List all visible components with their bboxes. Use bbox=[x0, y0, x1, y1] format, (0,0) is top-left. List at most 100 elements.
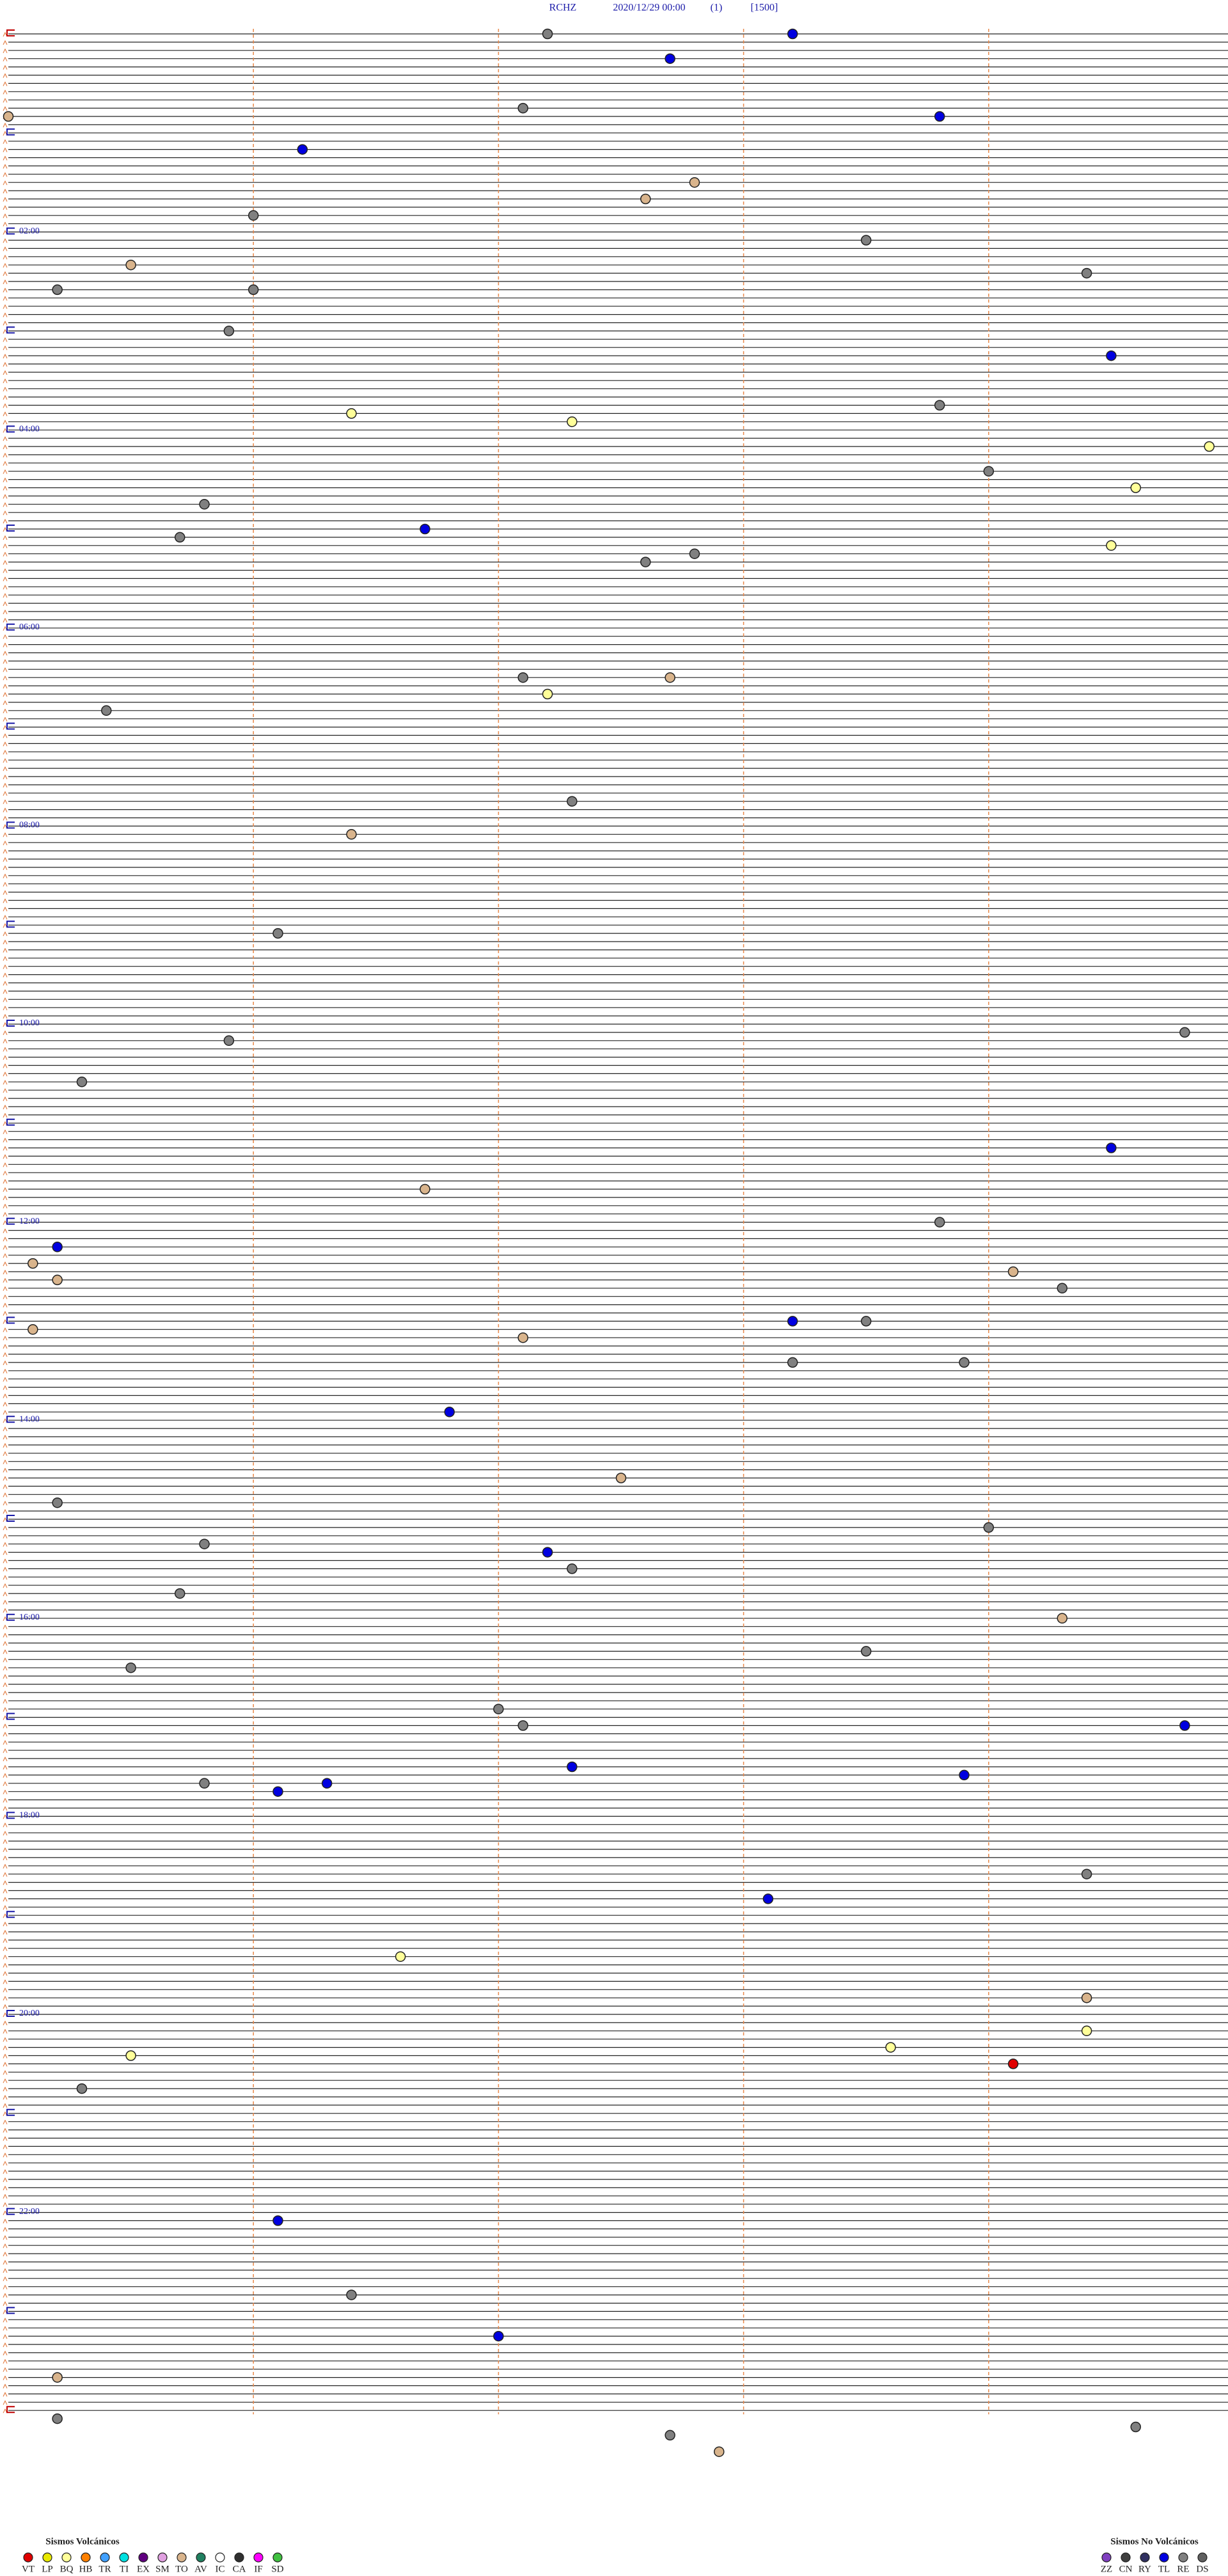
event bbox=[542, 28, 553, 40]
hour-marker bbox=[6, 722, 15, 730]
event bbox=[346, 829, 357, 840]
row-tick bbox=[3, 1756, 8, 1762]
row-tick bbox=[3, 2293, 8, 2298]
event bbox=[1130, 2421, 1141, 2433]
row-tick bbox=[3, 1451, 8, 1457]
row-tick bbox=[3, 1641, 8, 1646]
row-tick bbox=[3, 841, 8, 846]
legend-swatch bbox=[1140, 2552, 1150, 2563]
row-tick bbox=[3, 337, 8, 342]
event bbox=[787, 28, 798, 40]
row-tick bbox=[3, 1872, 8, 1877]
legend-swatch bbox=[234, 2552, 244, 2563]
row-tick bbox=[3, 1806, 8, 1811]
row-tick bbox=[3, 1649, 8, 1654]
row-tick bbox=[3, 708, 8, 714]
event bbox=[272, 2215, 283, 2226]
event bbox=[76, 1077, 88, 1087]
row-tick bbox=[3, 263, 8, 268]
row-tick bbox=[3, 221, 8, 226]
legend-label: AV bbox=[194, 2564, 207, 2574]
row-tick bbox=[3, 1673, 8, 1679]
event bbox=[1179, 1027, 1190, 1038]
row-tick bbox=[3, 2400, 8, 2405]
event bbox=[52, 1242, 63, 1252]
row-tick bbox=[3, 1740, 8, 1745]
row-tick bbox=[3, 576, 8, 581]
row-tick bbox=[3, 1954, 8, 1959]
row-tick bbox=[3, 1112, 8, 1118]
row-tick bbox=[3, 2185, 8, 2191]
page-number: (1) bbox=[711, 3, 723, 13]
row-tick bbox=[3, 535, 8, 541]
event bbox=[1106, 540, 1117, 551]
event bbox=[934, 400, 945, 411]
event bbox=[1081, 2025, 1092, 2037]
header: RCHZ 2020/12/29 00:00 (1) [1500] bbox=[549, 3, 778, 13]
row-tick bbox=[3, 865, 8, 871]
legend-swatch bbox=[196, 2552, 206, 2563]
row-tick bbox=[3, 2028, 8, 2034]
event bbox=[665, 672, 675, 683]
row-tick bbox=[3, 956, 8, 961]
row-tick bbox=[3, 353, 8, 359]
row-tick bbox=[3, 1038, 8, 1044]
row-tick bbox=[3, 931, 8, 936]
hour-label: 14:00 bbox=[19, 1414, 40, 1424]
legend-swatch bbox=[61, 2552, 72, 2563]
legend-label: SM bbox=[155, 2564, 169, 2574]
row-tick bbox=[3, 1203, 8, 1209]
row-tick bbox=[3, 617, 8, 623]
hour-marker bbox=[6, 921, 15, 928]
event bbox=[28, 1258, 38, 1269]
row-tick bbox=[3, 1360, 8, 1366]
event bbox=[346, 2289, 357, 2300]
row-tick bbox=[3, 1030, 8, 1036]
legend-label: CN bbox=[1119, 2564, 1133, 2574]
row-tick bbox=[3, 898, 8, 903]
row-tick bbox=[3, 246, 8, 251]
legend-swatch bbox=[157, 2552, 168, 2563]
legend-label: IC bbox=[216, 2564, 225, 2574]
row-tick bbox=[3, 2367, 8, 2372]
row-tick bbox=[3, 1294, 8, 1299]
row-tick bbox=[3, 1996, 8, 2001]
row-tick bbox=[3, 2136, 8, 2141]
row-tick bbox=[3, 906, 8, 912]
event bbox=[420, 1183, 430, 1195]
row-tick bbox=[3, 81, 8, 86]
row-tick bbox=[3, 461, 8, 466]
row-tick bbox=[3, 2103, 8, 2108]
event bbox=[125, 1662, 136, 1673]
hour-marker bbox=[6, 227, 15, 235]
row-tick bbox=[3, 1261, 8, 1267]
row-tick bbox=[3, 1006, 8, 1011]
hour-marker bbox=[6, 821, 15, 829]
row-tick bbox=[3, 1657, 8, 1663]
event bbox=[199, 1778, 210, 1789]
row-tick bbox=[3, 1245, 8, 1250]
event bbox=[640, 557, 651, 567]
event bbox=[420, 523, 430, 535]
row-tick bbox=[3, 2202, 8, 2207]
hour-marker bbox=[6, 128, 15, 136]
row-tick bbox=[3, 1104, 8, 1110]
row-tick bbox=[3, 2153, 8, 2158]
event bbox=[52, 2372, 63, 2383]
hour-marker bbox=[6, 1217, 15, 1225]
event bbox=[567, 796, 578, 807]
row-tick bbox=[3, 1336, 8, 1341]
row-tick bbox=[3, 213, 8, 219]
legend-swatch bbox=[253, 2552, 264, 2563]
row-tick bbox=[3, 2334, 8, 2339]
row-tick bbox=[3, 939, 8, 945]
row-tick bbox=[3, 1723, 8, 1728]
legend-swatch bbox=[1178, 2552, 1188, 2563]
row-tick bbox=[3, 444, 8, 450]
hour-marker bbox=[6, 29, 15, 36]
event bbox=[76, 2083, 88, 2094]
row-tick bbox=[3, 2227, 8, 2232]
row-tick bbox=[3, 1467, 8, 1473]
scale: [1500] bbox=[751, 3, 778, 13]
hour-marker bbox=[6, 1416, 15, 1423]
